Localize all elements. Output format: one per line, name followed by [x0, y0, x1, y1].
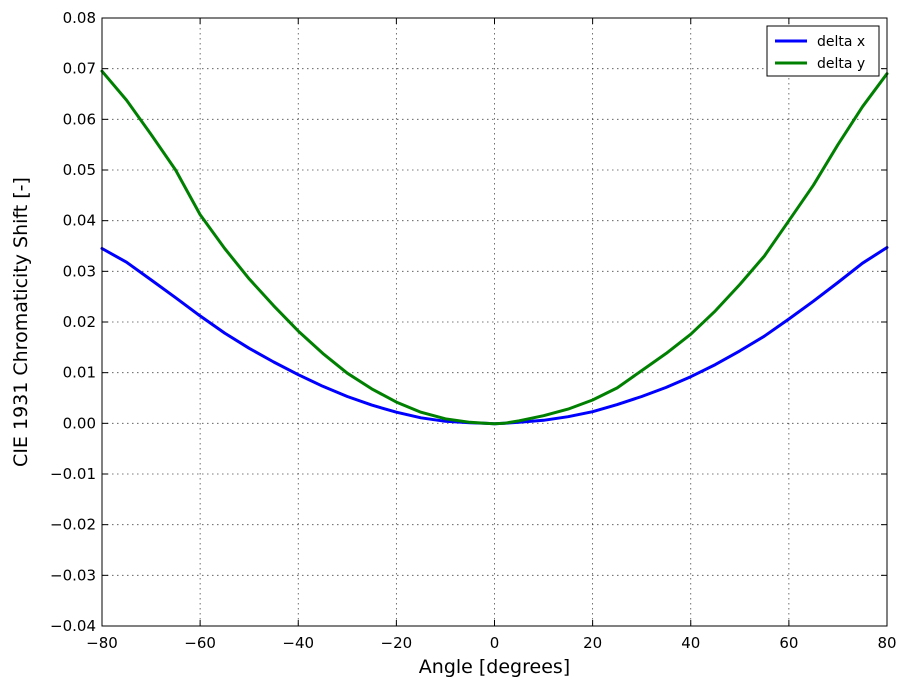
x-tick-label: −80: [86, 634, 118, 652]
x-tick-label: 0: [490, 634, 500, 652]
legend-label-delta-y: delta y: [817, 56, 865, 72]
x-axis-label: Angle [degrees]: [419, 656, 570, 678]
y-tick-label: 0.03: [63, 262, 96, 280]
series-layer: [100, 69, 889, 426]
y-tick-label: 0.06: [63, 110, 96, 128]
x-tick-label: −40: [282, 634, 314, 652]
x-tick-label: −60: [184, 634, 216, 652]
plot-frame: [101, 17, 888, 627]
x-tick-labels: −80 −60 −40 −20 0 20 40 60 80: [86, 634, 896, 652]
x-tick-label: −20: [381, 634, 413, 652]
y-tick-label: 0.07: [63, 60, 96, 78]
y-tick-label: 0.04: [63, 212, 96, 230]
y-tick-labels: −0.04 −0.03 −0.02 −0.01 0.00 0.01 0.02 0.03 0.04…: [50, 9, 96, 635]
y-tick-label: −0.01: [50, 465, 96, 483]
legend-box: [766, 25, 880, 77]
legend-label-delta-x: delta x: [817, 34, 865, 50]
y-tick-label: −0.03: [50, 566, 96, 584]
y-tick-label: 0.05: [63, 161, 96, 179]
y-tick-label: 0.02: [63, 313, 96, 331]
y-tick-label: 0.00: [63, 414, 96, 432]
legend: delta x delta y: [766, 25, 880, 77]
x-tick-label: 60: [779, 634, 798, 652]
x-tick-label: 80: [877, 634, 896, 652]
y-axis-label: CIE 1931 Chromaticity Shift [-]: [10, 177, 32, 467]
series-line-delta-y: [100, 69, 889, 426]
y-tick-label: −0.04: [50, 617, 96, 635]
x-tick-label: 40: [681, 634, 700, 652]
x-tick-label: 20: [583, 634, 602, 652]
y-tick-label: 0.01: [63, 364, 96, 382]
y-tick-label: −0.02: [50, 516, 96, 534]
y-tick-label: 0.08: [63, 9, 96, 27]
